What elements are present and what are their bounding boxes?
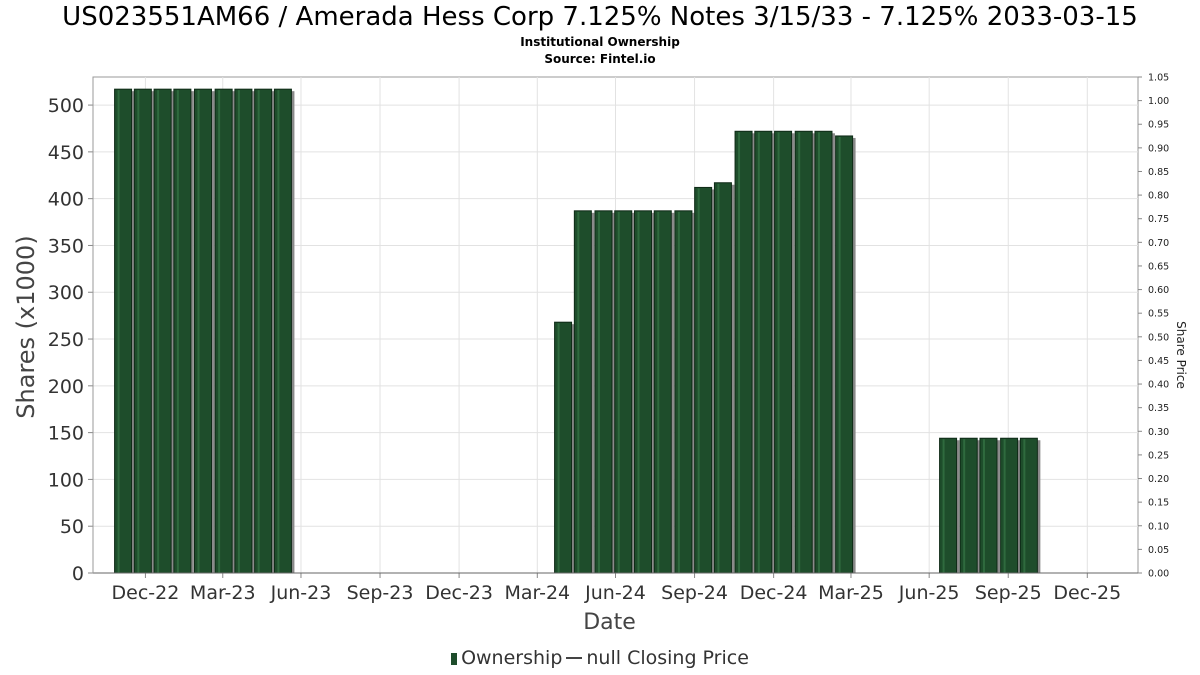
y2-tick-label: 1.00 <box>1148 96 1169 107</box>
x-tick-label: Dec-22 <box>112 582 180 604</box>
ownership-bar <box>979 437 998 574</box>
ownership-bar <box>1019 437 1038 574</box>
legend-price-label: null Closing Price <box>586 647 749 669</box>
y2-tick-label: 0.55 <box>1148 309 1169 320</box>
y2-tick-label: 0.85 <box>1148 167 1169 178</box>
ownership-bar <box>653 210 672 574</box>
legend-ownership-swatch <box>451 653 458 665</box>
x-tick-label: Sep-24 <box>661 582 728 604</box>
x-tick-label: Jun-23 <box>270 582 332 604</box>
y-tick-label: 200 <box>48 376 84 398</box>
y-tick-label: 50 <box>60 516 84 538</box>
y2-axis-label: Share Price <box>1174 321 1188 389</box>
ownership-bar <box>794 130 813 574</box>
y2-tick-label: 0.60 <box>1148 285 1169 296</box>
legend-ownership-label: Ownership <box>461 647 563 669</box>
ownership-bar <box>939 437 958 574</box>
ownership-bar <box>594 210 613 574</box>
y2-tick-label: 0.15 <box>1148 498 1169 509</box>
ownership-bar <box>814 130 833 574</box>
y-tick-label: 400 <box>48 189 84 211</box>
axes: 0 50 100 150 200 250 300 350 400 450 500 0.00 0.05 0.… <box>48 73 1169 605</box>
ownership-bar <box>774 130 793 574</box>
y2-tick-label: 0.90 <box>1148 143 1169 154</box>
x-tick-label: Dec-25 <box>1053 582 1121 604</box>
ownership-bar <box>194 88 212 574</box>
ownership-bar <box>273 88 292 574</box>
ownership-bar <box>694 186 713 574</box>
legend: Ownership null Closing Price <box>0 647 1200 669</box>
x-tick-label: Jun-25 <box>898 582 960 604</box>
ownership-bar <box>959 437 978 574</box>
chart-source: Source: Fintel.io <box>544 52 656 66</box>
chart-subtitle: Institutional Ownership <box>520 35 680 49</box>
y2-tick-label: 0.20 <box>1148 474 1169 485</box>
ownership-bar <box>614 210 633 574</box>
y-tick-label: 350 <box>48 235 84 257</box>
chart-title: US023551AM66 / Amerada Hess Corp 7.125% … <box>62 2 1138 32</box>
y-tick-label: 150 <box>48 423 84 445</box>
y2-tick-label: 0.35 <box>1148 403 1169 414</box>
y2-tick-label: 0.30 <box>1148 427 1169 438</box>
x-tick-label: Sep-25 <box>975 582 1042 604</box>
x-tick-label: Dec-23 <box>425 582 493 604</box>
ownership-bar <box>133 88 152 574</box>
y2-tick-label: 0.95 <box>1148 120 1169 131</box>
y2-tick-label: 0.80 <box>1148 191 1169 202</box>
ownership-bar <box>114 88 133 574</box>
y2-tick-label: 0.50 <box>1148 332 1169 343</box>
y2-tick-label: 0.00 <box>1148 569 1169 580</box>
ownership-bar <box>835 135 854 574</box>
y2-tick-label: 0.75 <box>1148 214 1169 225</box>
ownership-bar <box>754 130 773 574</box>
ownership-bar <box>713 182 732 574</box>
bars <box>114 88 1041 574</box>
ownership-bar <box>674 210 693 574</box>
x-tick-label: Dec-24 <box>740 582 808 604</box>
ownership-bar <box>214 88 233 574</box>
ownership-bar <box>734 130 753 574</box>
y2-tick-label: 0.10 <box>1148 521 1169 532</box>
ownership-bar <box>254 88 273 574</box>
ownership-bar <box>1000 437 1019 574</box>
y2-tick-label: 0.25 <box>1148 450 1169 461</box>
ownership-bar <box>634 210 652 574</box>
y2-tick-label: 0.45 <box>1148 356 1169 367</box>
x-tick-label: Sep-23 <box>347 582 414 604</box>
y-axis-label: Shares (x1000) <box>12 235 40 418</box>
x-tick-label: Mar-23 <box>190 582 256 604</box>
ownership-bar <box>234 88 253 574</box>
y-tick-label: 450 <box>48 142 84 164</box>
y2-tick-label: 0.70 <box>1148 238 1169 249</box>
legend-price-line <box>566 657 583 659</box>
ownership-bar <box>573 210 592 574</box>
y2-tick-label: 0.65 <box>1148 261 1169 272</box>
y2-tick-label: 1.05 <box>1148 73 1169 84</box>
ownership-bar <box>153 88 172 574</box>
y2-tick-label: 0.05 <box>1148 545 1169 556</box>
y-tick-label: 0 <box>72 563 84 585</box>
y2-tick-label: 0.40 <box>1148 380 1169 391</box>
ownership-bar <box>554 321 573 574</box>
x-axis-label: Date <box>583 610 636 635</box>
ownership-bar <box>173 88 192 574</box>
y-tick-label: 250 <box>48 329 84 351</box>
y-tick-label: 500 <box>48 95 84 117</box>
x-tick-label: Mar-24 <box>504 582 570 604</box>
y-tick-label: 300 <box>48 282 84 304</box>
x-tick-label: Mar-25 <box>818 582 884 604</box>
x-tick-label: Jun-24 <box>584 582 646 604</box>
y-tick-label: 100 <box>48 469 84 491</box>
